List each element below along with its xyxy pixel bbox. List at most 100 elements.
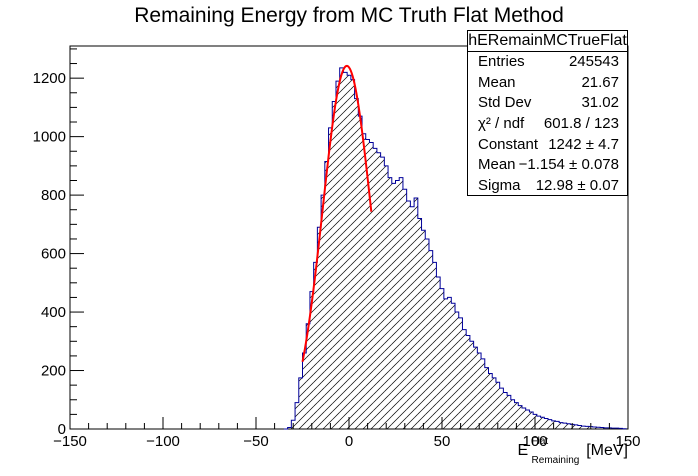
histogram-bar bbox=[458, 317, 463, 429]
histogram-bar bbox=[514, 402, 519, 429]
histogram-bar bbox=[555, 421, 560, 429]
histogram-bar bbox=[600, 427, 604, 429]
histogram-bar bbox=[484, 367, 489, 429]
stats-row: Constant 1242 ± 4.7 bbox=[478, 135, 619, 153]
histogram-bar bbox=[548, 419, 552, 429]
histogram-bar bbox=[529, 412, 534, 429]
histogram-bar bbox=[395, 180, 400, 429]
y-tick-label: 1200 bbox=[33, 70, 66, 87]
histogram-bar bbox=[417, 218, 422, 429]
x-axis-label-symbol: E bbox=[517, 442, 529, 459]
histogram-bar bbox=[321, 195, 325, 429]
histogram-bar bbox=[309, 291, 314, 429]
histogram-bar bbox=[499, 388, 504, 429]
histogram-bar bbox=[350, 79, 355, 430]
histogram-bar bbox=[540, 417, 545, 429]
histogram-bar bbox=[510, 399, 515, 429]
histogram-bar bbox=[369, 142, 374, 430]
stats-histogram-name: hERemainMCTrueFlat bbox=[468, 31, 627, 52]
histogram-bar bbox=[473, 347, 478, 429]
histogram-bar bbox=[440, 288, 444, 429]
histogram-bar bbox=[481, 358, 485, 429]
histogram-bar bbox=[335, 81, 340, 429]
histogram-bar bbox=[603, 427, 608, 429]
histogram-bar bbox=[339, 67, 344, 429]
histogram-bar bbox=[451, 303, 456, 429]
histogram-bar bbox=[432, 262, 437, 429]
histogram-bar bbox=[402, 189, 407, 429]
x-tick-label: 50 bbox=[434, 433, 451, 450]
x-axis-label-superscript: Flat bbox=[531, 436, 549, 447]
histogram-bar bbox=[455, 312, 459, 429]
histogram-bar bbox=[302, 352, 307, 429]
histogram-bar bbox=[495, 382, 500, 429]
histogram-bar bbox=[317, 227, 322, 429]
histogram-bar bbox=[477, 352, 482, 429]
histogram-bar bbox=[399, 177, 403, 429]
stats-row: Sigma 12.98 ± 0.07 bbox=[478, 177, 619, 195]
histogram-bar bbox=[462, 329, 467, 429]
histogram-bar bbox=[306, 323, 310, 429]
histogram-bar bbox=[328, 127, 333, 429]
histogram-bar bbox=[373, 148, 377, 429]
histogram-bar bbox=[332, 101, 336, 429]
chart-title: Remaining Energy from MC Truth Flat Meth… bbox=[134, 4, 564, 27]
y-tick-label: 200 bbox=[41, 363, 66, 380]
histogram-bar bbox=[566, 423, 571, 429]
gaussian-fit-curve bbox=[301, 64, 373, 363]
histogram-bar bbox=[425, 238, 429, 429]
histogram-bar bbox=[521, 407, 526, 429]
histogram-bar bbox=[469, 341, 474, 429]
histogram-bar bbox=[577, 425, 582, 429]
histogram-bar bbox=[492, 377, 496, 429]
histogram-bar bbox=[313, 262, 318, 429]
y-tick-label: 0 bbox=[58, 421, 66, 438]
stats-box: hERemainMCTrueFlat Entries 245543 Mean 21.… bbox=[467, 30, 628, 196]
x-tick-label: −150 bbox=[53, 433, 87, 450]
histogram-bar bbox=[596, 427, 601, 429]
histogram-bar bbox=[380, 157, 385, 429]
y-tick-label: 600 bbox=[41, 246, 66, 263]
histogram-bar bbox=[406, 200, 411, 429]
histogram-bar bbox=[376, 152, 381, 429]
histogram-bar bbox=[365, 139, 370, 429]
x-tick-label: 100 bbox=[522, 433, 547, 450]
histogram-bar bbox=[443, 298, 448, 429]
x-tick-label: 0 bbox=[345, 433, 353, 450]
y-tick-label: 400 bbox=[41, 304, 66, 321]
histogram-bar bbox=[559, 422, 563, 429]
stats-row: Entries 245543 bbox=[478, 53, 619, 70]
histogram-bar bbox=[436, 276, 441, 429]
x-axis-label-subscript: Remaining bbox=[531, 455, 580, 466]
histogram-bar bbox=[518, 405, 522, 429]
histogram-bar bbox=[447, 297, 452, 429]
stats-row: χ² / ndf 601.8 / 123 bbox=[478, 115, 619, 133]
histogram-bar bbox=[525, 409, 530, 429]
histogram-bar bbox=[466, 335, 470, 429]
histogram-bar bbox=[391, 183, 396, 429]
histogram-bar bbox=[358, 116, 363, 429]
histogram-bar bbox=[536, 416, 541, 429]
histogram-bar bbox=[428, 250, 433, 429]
histogram-bar bbox=[388, 177, 392, 429]
histogram-outline bbox=[283, 67, 627, 430]
histogram-bar bbox=[503, 392, 508, 429]
histogram-bar bbox=[581, 426, 586, 429]
histogram-bar bbox=[287, 427, 292, 429]
histogram-bar bbox=[410, 206, 415, 429]
histogram-bar bbox=[592, 426, 597, 429]
x-tick-label: 150 bbox=[615, 433, 640, 450]
stats-row: Mean −1.154 ± 0.078 bbox=[478, 156, 619, 174]
stats-row: Std Dev 31.02 bbox=[478, 94, 619, 112]
histogram-bar bbox=[343, 72, 348, 429]
histogram-bar bbox=[384, 165, 389, 429]
x-tick-label: −50 bbox=[243, 433, 268, 450]
histogram-bar bbox=[562, 423, 567, 429]
x-axis-label-unit: [MeV] bbox=[586, 442, 628, 459]
histogram-bar bbox=[544, 418, 549, 429]
histogram-bar bbox=[414, 198, 418, 429]
stats-row: Mean 21.67 bbox=[478, 73, 619, 91]
histogram-bar bbox=[421, 230, 426, 429]
histogram-bar bbox=[362, 133, 366, 429]
